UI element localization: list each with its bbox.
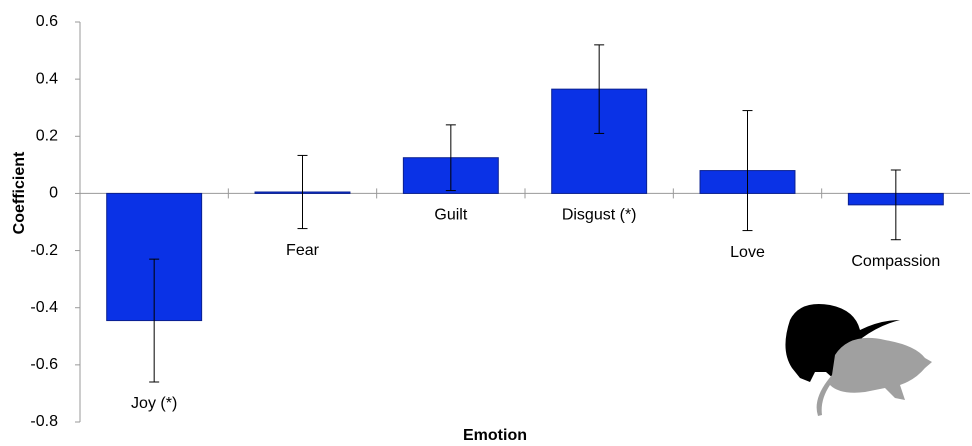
x-tick-label: Disgust (*) — [562, 207, 637, 224]
y-tick-label: -0.8 — [30, 413, 58, 430]
y-tick-label: 0.4 — [36, 70, 58, 87]
x-tick-label: Fear — [286, 242, 320, 259]
x-tick-label: Guilt — [434, 207, 467, 224]
x-tick-label: Love — [730, 244, 765, 261]
rat-illustration — [785, 304, 932, 416]
y-tick-label: -0.2 — [30, 242, 58, 259]
y-tick-label: -0.4 — [30, 299, 58, 316]
y-tick-label: -0.6 — [30, 356, 58, 373]
y-tick-label: 0 — [49, 185, 58, 202]
x-tick-label: Compassion — [851, 253, 940, 270]
y-tick-label: 0.2 — [36, 128, 58, 145]
x-tick-label: Joy (*) — [131, 395, 177, 412]
x-axis-title: Emotion — [463, 427, 527, 444]
y-tick-label: 0.6 — [36, 13, 58, 30]
y-axis-title: Coefficient — [11, 151, 28, 234]
